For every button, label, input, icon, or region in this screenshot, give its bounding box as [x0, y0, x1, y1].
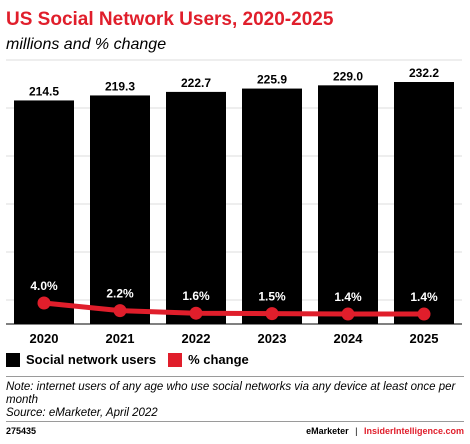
- divider-bottom: [6, 421, 464, 422]
- footer: 275435 eMarketer | InsiderIntelligence.c…: [6, 426, 464, 436]
- legend-label-change: % change: [188, 352, 249, 367]
- pct-label-2025: 1.4%: [410, 290, 438, 304]
- brand-emarketer: eMarketer: [306, 426, 349, 436]
- bar-label-2022: 222.7: [181, 76, 211, 90]
- chart-title: US Social Network Users, 2020-2025: [6, 9, 334, 30]
- bar-label-2025: 232.2: [409, 66, 439, 80]
- pct-point-2023: [265, 307, 279, 321]
- pct-point-2025: [417, 307, 431, 321]
- chart-plot: 4.0% 2.2% 1.6% 1.5% 1.4% 1.4% 214.5 2020 219.3 2…: [6, 59, 462, 346]
- pct-point-2021: [113, 304, 127, 318]
- x-tick-2025: 2025: [410, 331, 439, 346]
- pct-label-2022: 1.6%: [182, 289, 210, 303]
- legend-swatch-change: [168, 352, 183, 367]
- legend-item-users: Social network users: [6, 352, 156, 367]
- bar-label-2023: 225.9: [257, 73, 287, 87]
- bar-label-2021: 219.3: [105, 79, 135, 93]
- legend-item-change: % change: [168, 352, 249, 367]
- footnote-source: Source: eMarketer, April 2022: [6, 407, 158, 419]
- chart-id: 275435: [6, 426, 37, 436]
- chart-legend: Social network users % change: [6, 352, 261, 367]
- bar-2020: [14, 100, 74, 325]
- pct-point-2022: [189, 306, 203, 320]
- bar-2022: [166, 91, 226, 325]
- pct-point-2024: [341, 307, 355, 321]
- brand-separator: |: [355, 426, 358, 436]
- chart-subtitle: millions and % change: [6, 36, 167, 53]
- divider-top: [6, 376, 464, 377]
- footer-brands: eMarketer | InsiderIntelligence.com: [306, 426, 464, 436]
- x-tick-2023: 2023: [258, 331, 287, 346]
- x-tick-2022: 2022: [182, 331, 211, 346]
- x-tick-2021: 2021: [106, 331, 135, 346]
- bar-2024: [318, 85, 378, 324]
- bar-2025: [394, 82, 454, 324]
- legend-label-users: Social network users: [26, 352, 157, 367]
- pct-change-line: [43, 300, 424, 317]
- pct-label-2020: 4.0%: [30, 279, 58, 293]
- pct-label-2021: 2.2%: [106, 287, 134, 301]
- footnote-note: Note: internet users of any age who use …: [6, 381, 456, 406]
- brand-insider: InsiderIntelligence.com: [363, 426, 464, 436]
- pct-label-2023: 1.5%: [258, 290, 286, 304]
- legend-swatch-users: [6, 352, 20, 367]
- pct-point-2020: [37, 296, 51, 310]
- bar-2023: [242, 88, 302, 325]
- x-tick-2020: 2020: [30, 331, 59, 346]
- bar-label-2024: 229.0: [333, 69, 363, 83]
- x-tick-2024: 2024: [334, 331, 364, 346]
- pct-label-2024: 1.4%: [334, 290, 362, 304]
- bar-label-2020: 214.5: [29, 84, 59, 98]
- footnote: Note: internet users of any age who use …: [6, 381, 462, 420]
- bar-2021: [90, 95, 150, 324]
